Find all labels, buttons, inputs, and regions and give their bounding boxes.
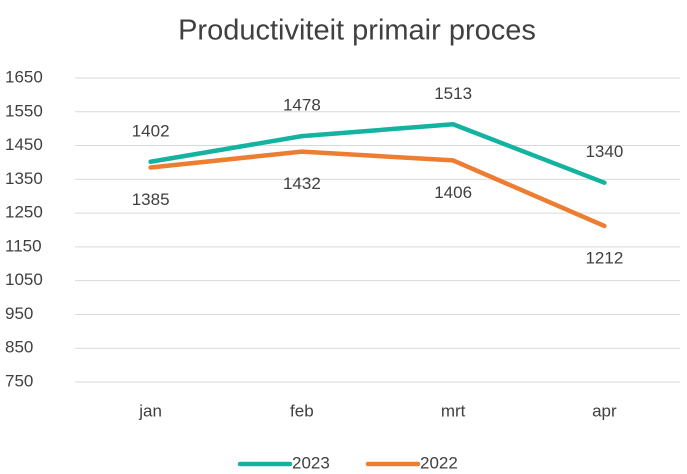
data-label: 1212 <box>585 248 623 267</box>
data-label: 1478 <box>283 96 321 115</box>
y-tick-label: 950 <box>5 304 33 323</box>
x-tick-label: apr <box>592 401 617 420</box>
data-label: 1402 <box>132 121 170 140</box>
line-series <box>148 149 607 229</box>
line-series <box>148 122 607 185</box>
y-tick-label: 1250 <box>5 203 43 222</box>
y-tick-label: 1450 <box>5 135 43 154</box>
y-tick-label: 1550 <box>5 101 43 120</box>
data-label: 1340 <box>585 142 623 161</box>
data-label: 1432 <box>283 174 321 193</box>
x-tick-label: jan <box>138 401 162 420</box>
x-tick-label: feb <box>290 401 314 420</box>
legend-label: 2022 <box>420 453 458 472</box>
chart-title: Productiviteit primair proces <box>178 15 536 47</box>
x-tick-label: mrt <box>441 401 466 420</box>
data-label: 1513 <box>434 84 472 103</box>
data-label: 1385 <box>132 190 170 209</box>
legend-label: 2023 <box>292 453 330 472</box>
y-tick-label: 1050 <box>5 270 43 289</box>
y-tick-label: 850 <box>5 338 33 357</box>
y-tick-label: 750 <box>5 371 33 390</box>
y-tick-label: 1350 <box>5 169 43 188</box>
y-tick-label: 1150 <box>5 236 42 255</box>
y-tick-label: 1650 <box>5 67 43 86</box>
data-label: 1406 <box>434 183 472 202</box>
